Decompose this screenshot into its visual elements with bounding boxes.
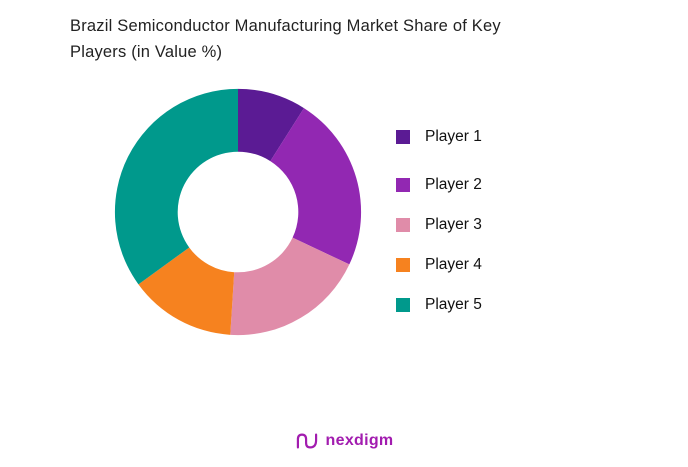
nexdigm-logo-text: nexdigm: [325, 432, 394, 449]
chart-title: Brazil Semiconductor Manufacturing Marke…: [70, 14, 640, 65]
legend-label: Player 1: [425, 128, 482, 145]
legend-item-player-3: Player 3: [396, 216, 482, 234]
legend-label: Player 4: [425, 256, 482, 273]
legend-swatch: [396, 218, 410, 232]
legend-swatch: [396, 258, 410, 272]
donut-slice-4: [138, 247, 235, 335]
chart-title-line-1: Brazil Semiconductor Manufacturing Marke…: [70, 17, 501, 35]
legend-label: Player 5: [425, 296, 482, 313]
legend-swatch: [396, 298, 410, 312]
donut-slice-1: [238, 88, 304, 162]
donut-slice-2: [270, 108, 362, 265]
donut-slice-3: [230, 237, 350, 336]
chart-legend: Player 1 Player 2 Player 3 Player 4 Play…: [396, 128, 482, 336]
donut-chart: [114, 88, 362, 336]
legend-item-player-5: Player 5: [396, 296, 482, 314]
chart-title-line-2: Players (in Value %): [70, 42, 223, 61]
legend-swatch: [396, 178, 410, 192]
legend-item-player-2: Player 2: [396, 176, 482, 194]
chart-area: Player 1 Player 2 Player 3 Player 4 Play…: [110, 84, 482, 340]
legend-item-player-1: Player 1: [396, 128, 482, 146]
brand-footer: nexdigm: [0, 431, 688, 451]
nexdigm-logo-icon: [296, 433, 317, 449]
legend-label: Player 2: [425, 176, 482, 193]
legend-label: Player 3: [425, 216, 482, 233]
donut-slice-5: [114, 88, 238, 285]
legend-item-player-4: Player 4: [396, 256, 482, 274]
legend-swatch: [396, 130, 410, 144]
